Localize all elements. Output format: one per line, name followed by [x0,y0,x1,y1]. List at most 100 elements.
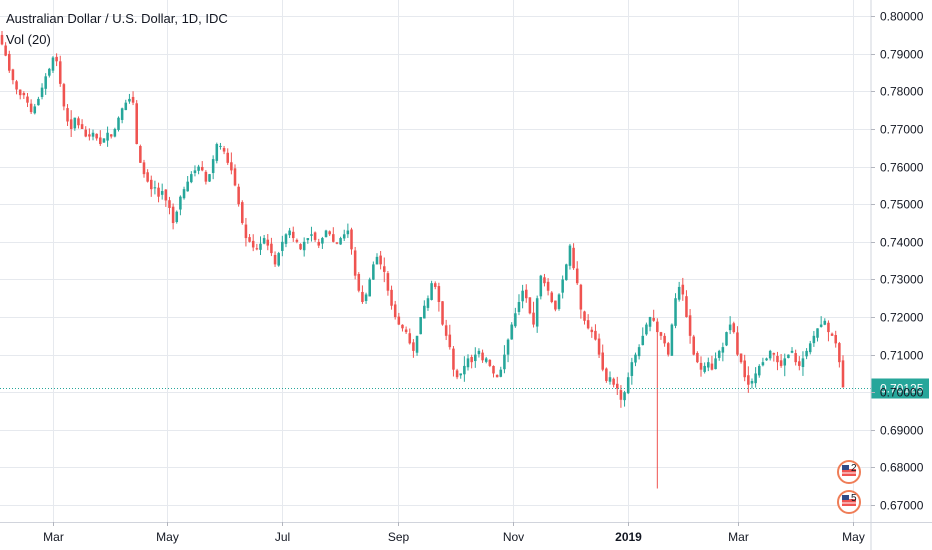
y-tick-label: 0.73000 [880,273,924,287]
candle [477,348,481,358]
candle [779,354,783,368]
candle-body [200,166,204,171]
candle [361,285,364,304]
candle-body [565,264,568,281]
candle-body [503,354,506,370]
candle [805,348,808,360]
candle-body [717,350,721,358]
candle [332,227,335,243]
candle [58,55,62,87]
candle [798,356,801,371]
candle [200,161,204,172]
candle-body [768,350,772,359]
candle [776,351,779,371]
candle-body [0,34,4,45]
candle [179,195,182,216]
candle-body [73,117,77,129]
candle [222,145,226,155]
candle [248,234,251,243]
candle [26,92,29,108]
candle [29,99,33,115]
candle [532,301,535,328]
candle-body [681,284,685,295]
candle-body [557,294,561,309]
candle-body [492,365,495,374]
candle [568,243,572,270]
candle [743,354,746,382]
candle [841,355,845,388]
candle [830,332,834,336]
x-tick-label: Nov [503,530,524,544]
candle [8,50,11,73]
candle-body [827,322,830,333]
candle [503,345,506,374]
candle [717,349,721,361]
candle-body [568,245,572,266]
candle [834,330,837,348]
candle-body [521,290,524,302]
candle-body [219,145,222,147]
candle [37,96,40,106]
candle-body [157,187,160,197]
candle-body [233,168,237,186]
candle [543,273,546,287]
candle-body [379,255,382,265]
candle [739,353,743,364]
y-tick-label: 0.77000 [880,123,924,137]
candle-body [433,283,437,287]
candle [466,354,470,371]
candle-body [302,241,306,251]
candle [95,133,98,141]
candle [390,285,393,310]
candle-body [190,174,193,183]
candle-body [779,360,783,366]
candle-body [725,332,728,346]
x-tick-label: Mar [728,530,749,544]
last-price-tag [871,378,929,399]
last-price-line: 0.70125 [0,378,929,399]
candle [193,165,197,177]
candle-body [386,273,390,291]
candle-body [44,76,47,89]
candle [353,246,357,280]
candle-body [430,283,433,300]
candle-body [139,145,142,163]
candle [142,159,146,178]
candle-body [222,148,226,152]
candle-body [160,191,164,195]
candle [310,226,313,242]
flag-canton [842,495,849,500]
candle-body [357,274,361,291]
candle-body [397,316,401,325]
candle [539,274,543,300]
candle-body [575,268,579,284]
candle-body [470,356,473,363]
candle-body [241,202,244,224]
candle-body [350,229,353,250]
candle [80,119,84,130]
candle [393,300,397,320]
candle-body [149,179,153,190]
y-tick-label: 0.67000 [880,499,924,513]
candle [346,223,350,238]
candle [768,349,772,361]
candle [386,271,390,296]
candle [295,238,299,244]
candle-body [106,132,109,141]
candle [149,175,153,197]
candle-body [750,380,754,384]
candle-body [423,305,426,319]
candle [827,320,830,342]
candle [335,241,339,245]
y-tick-label: 0.71000 [880,349,924,363]
volume-indicator-label[interactable]: Vol (20) [6,32,51,47]
candle-body [452,348,455,370]
candle [481,349,484,363]
candle [605,367,608,383]
candle-body [66,108,69,122]
symbol-title[interactable]: Australian Dollar / U.S. Dollar, 1D, IDC [6,11,228,26]
candle-body [208,174,211,182]
y-tick-label: 0.69000 [880,424,924,438]
